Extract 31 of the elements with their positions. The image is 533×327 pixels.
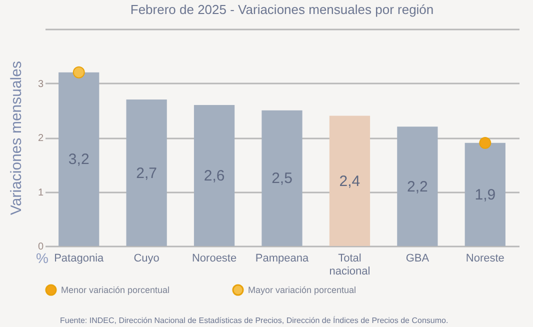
bar bbox=[126, 100, 167, 246]
bar bbox=[262, 110, 302, 246]
chart-title: Febrero de 2025 - Variaciones mensuales por región bbox=[130, 2, 434, 17]
data-label: 2,4 bbox=[339, 172, 360, 190]
y-tick-label: 0 bbox=[38, 242, 44, 252]
legend-label: Menor variación porcentual bbox=[61, 285, 170, 295]
data-label: 2,6 bbox=[204, 167, 225, 184]
data-label: 1,9 bbox=[474, 186, 496, 204]
data-label: 2,5 bbox=[272, 170, 292, 188]
legend-label: Mayor variación porcentual bbox=[248, 285, 356, 295]
x-tick-label: Total nacional bbox=[329, 252, 370, 278]
x-tick-label: Noreste bbox=[466, 252, 504, 264]
bar bbox=[397, 126, 438, 246]
x-tick-label: Noroeste bbox=[192, 252, 237, 264]
y-tick-label: 2 bbox=[38, 133, 44, 144]
x-tick-label: Cuyo bbox=[134, 252, 160, 264]
x-tick-label: GBA bbox=[406, 252, 430, 264]
y-tick-label: 3 bbox=[38, 78, 44, 90]
x-tick-label: Pampeana bbox=[255, 252, 310, 264]
y-axis-title: Variaciones mensuales bbox=[8, 61, 25, 215]
data-label: 3,2 bbox=[68, 151, 90, 168]
bar bbox=[194, 104, 235, 246]
bar bbox=[464, 142, 506, 246]
source-note: Fuente: INDEC, Dirección Nacional de Estadísticas de Precios, Dirección de Índices de Precios de Consumo. bbox=[59, 316, 450, 325]
text: % bbox=[36, 250, 48, 266]
y-tick-label: 1 bbox=[38, 187, 44, 198]
bar bbox=[329, 116, 370, 246]
data-label: 2,7 bbox=[136, 164, 157, 182]
data-label: 2,2 bbox=[407, 178, 428, 196]
x-tick-label: Patagonia bbox=[54, 252, 105, 264]
bar bbox=[58, 72, 100, 246]
